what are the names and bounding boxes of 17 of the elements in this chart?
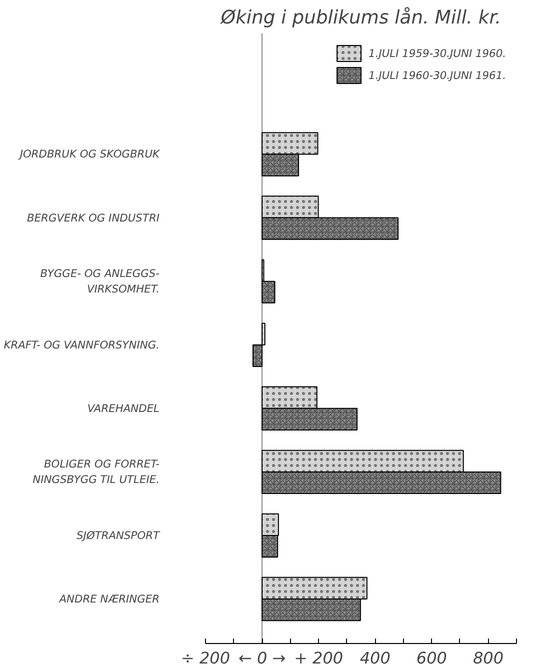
x-tick-label: 400 xyxy=(360,648,390,668)
y-tick-label: JORDBRUK OG SKOGBRUK xyxy=(18,148,161,161)
x-tick-label: 600 xyxy=(416,648,447,668)
legend-label: 1.JULI 1960-30.JUNI 1961. xyxy=(368,68,506,82)
legend-label: 1.JULI 1959-30.JUNI 1960. xyxy=(368,46,506,60)
y-tick-label: ANDRE NÆRINGER xyxy=(58,592,160,606)
chart-title: Øking i publikums lån. Mill. kr. xyxy=(220,6,502,28)
y-tick-label: BERGVERK OG INDUSTRI xyxy=(27,211,160,224)
y-tick-label: BYGGE- OG ANLEGGS- VIRKSOMHET. xyxy=(40,267,160,296)
x-tick-label: + 200 xyxy=(294,648,344,668)
x-tick-label: ← 0 → xyxy=(238,648,286,668)
y-tick-label: KRAFT- OG VANNFORSYNING. xyxy=(4,338,160,352)
y-tick-label: BOLIGER OG FORRET- NINGSBYGG TIL UTLEIE. xyxy=(32,458,160,486)
y-tick-label: SJØTRANSPORT xyxy=(76,528,161,542)
x-tick-label: 800 xyxy=(472,648,504,668)
x-tick-label: ÷ 200 xyxy=(180,648,230,668)
y-tick-label: VAREHANDEL xyxy=(87,402,160,415)
